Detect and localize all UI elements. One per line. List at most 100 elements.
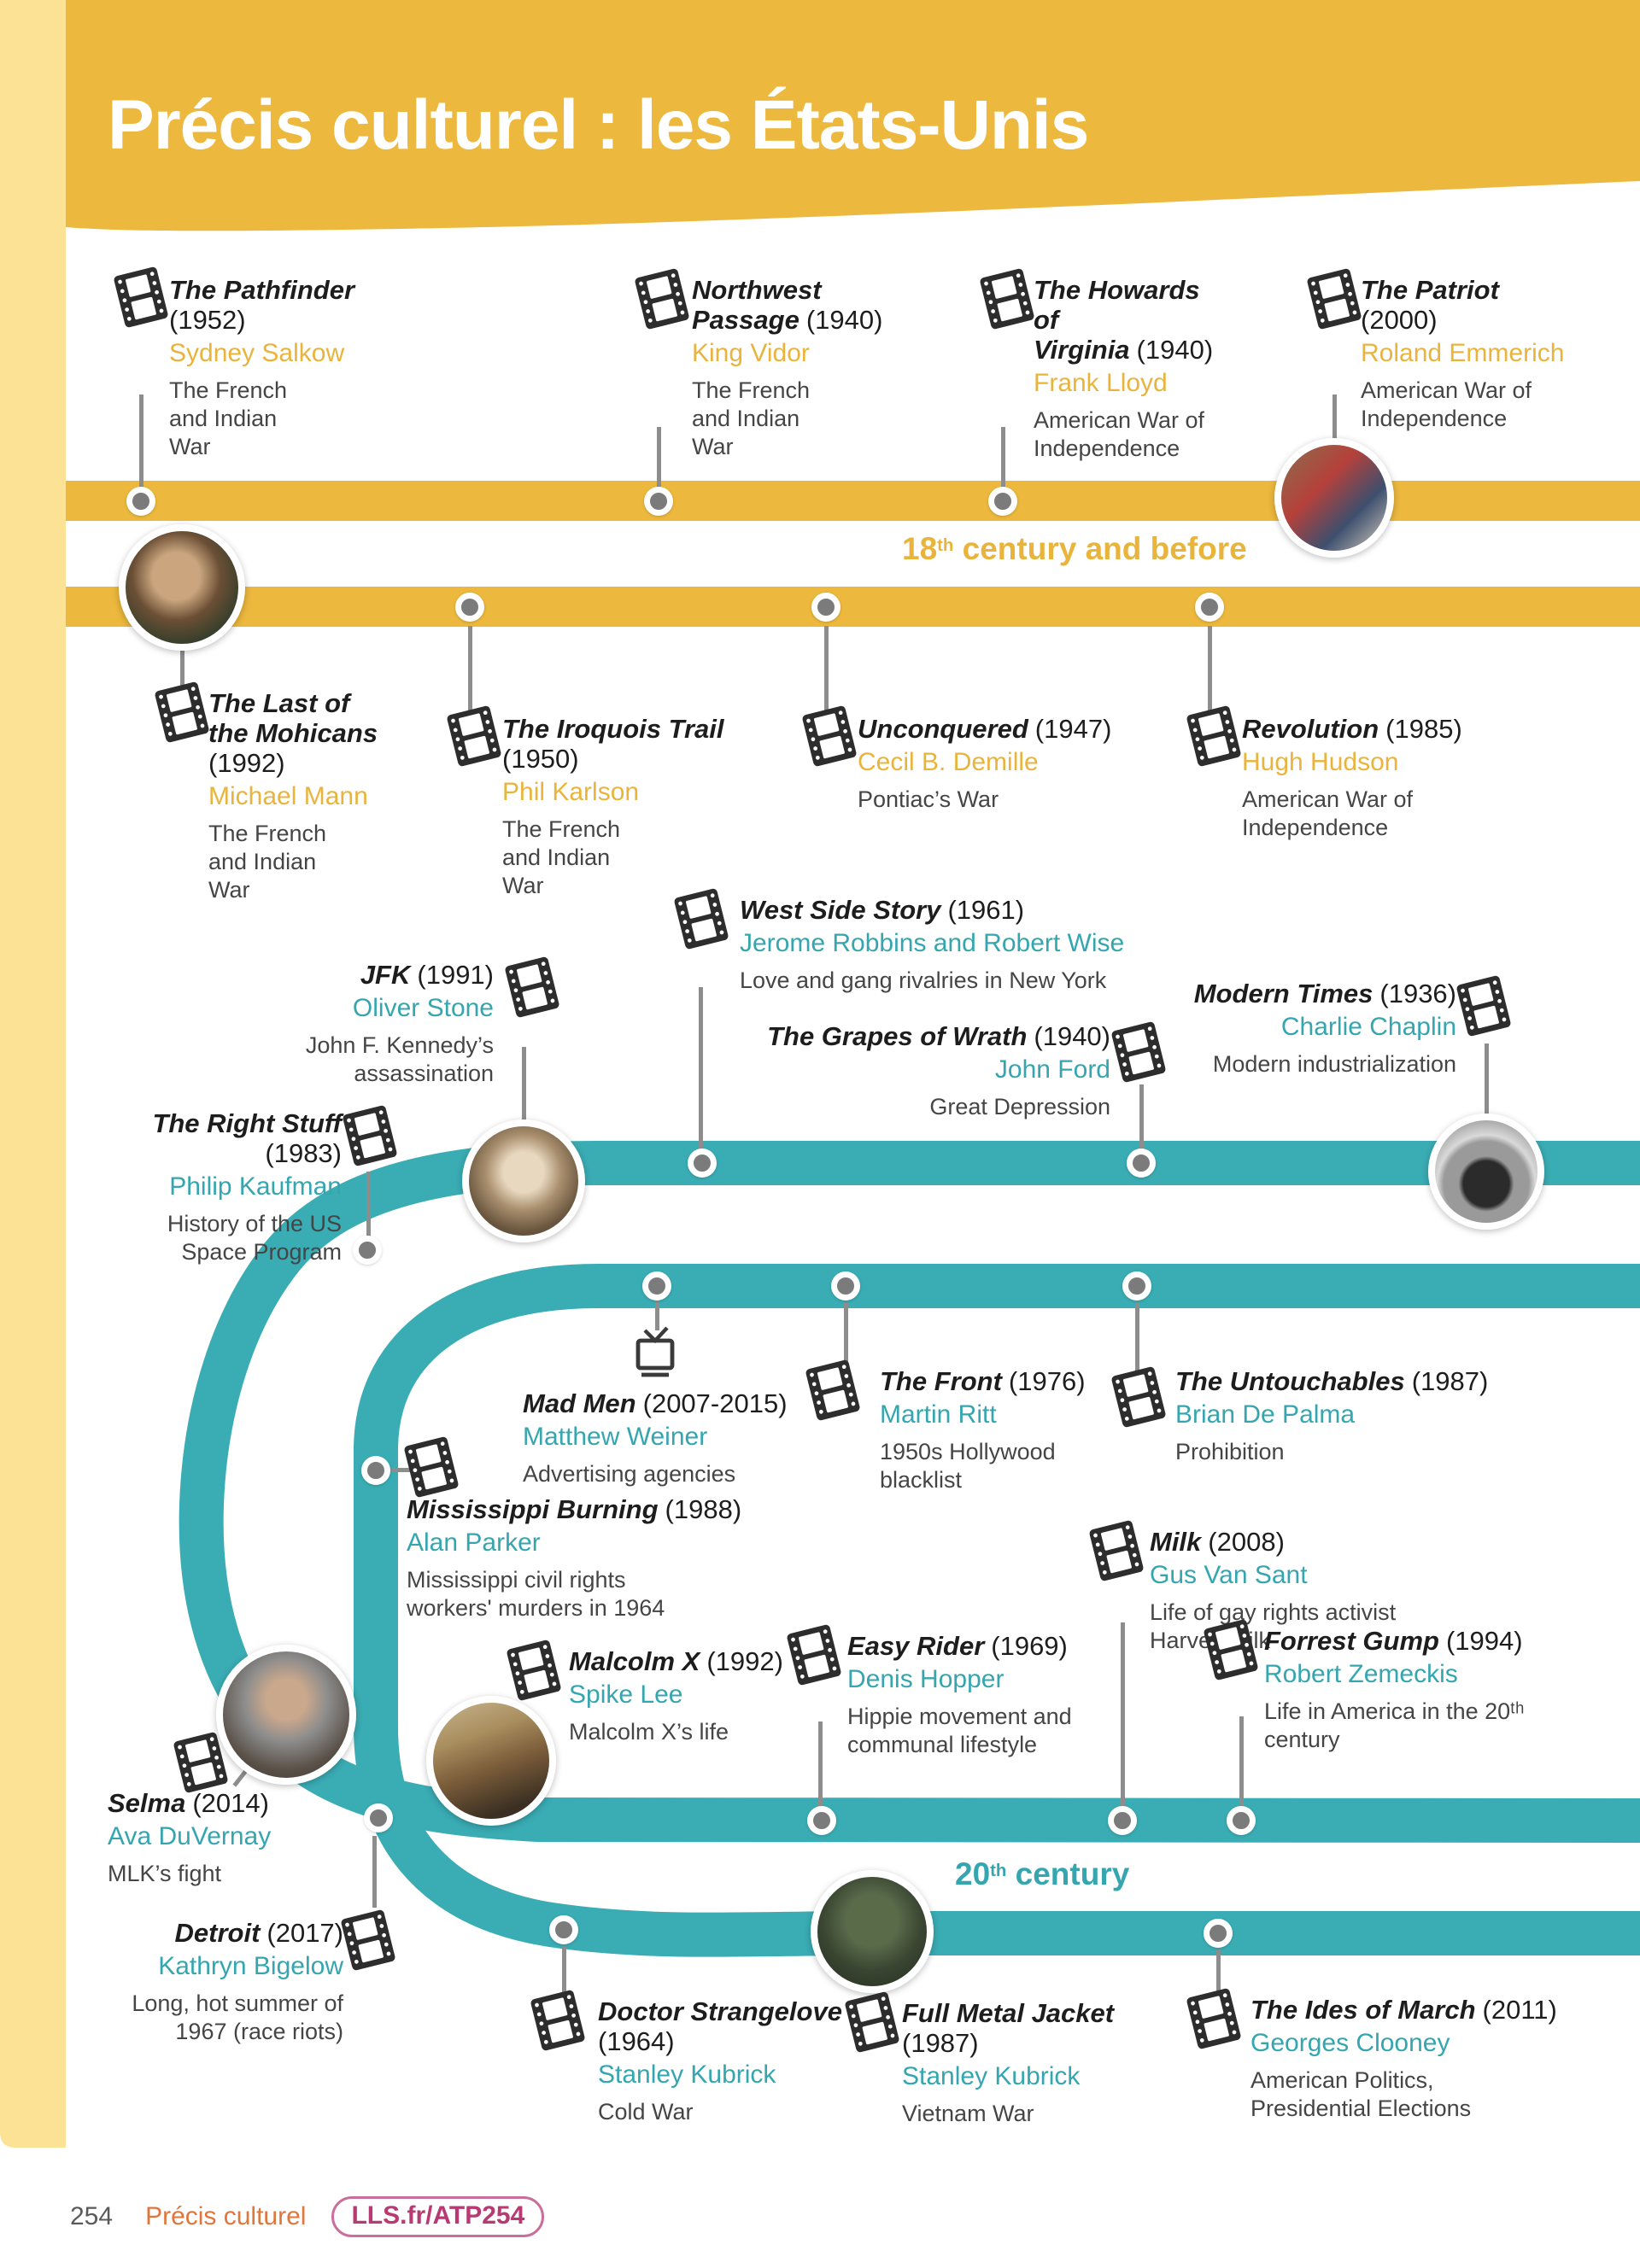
era-label-18th-century: 18th century and before xyxy=(902,531,1247,566)
connector-line xyxy=(844,1303,848,1366)
photo-modern-times xyxy=(1428,1114,1544,1230)
connector-line xyxy=(824,626,829,711)
timeline-dot xyxy=(644,487,673,516)
teal-track-outer xyxy=(179,1141,1640,1843)
header-band xyxy=(66,0,1640,231)
connector-line xyxy=(1239,1716,1244,1821)
timeline-dot xyxy=(1108,1806,1137,1835)
timeline-dot xyxy=(807,1806,836,1835)
film-entry-malcolm-x: Malcolm X (1992) Spike Lee Malcolm X’s lif… xyxy=(569,1646,783,1745)
film-entry-the-last-of-the-mohicans: The Last of the Mohicans (1992) Michael M… xyxy=(208,688,378,903)
film-icon xyxy=(843,1990,901,2054)
timeline-dot xyxy=(642,1271,671,1301)
film-entry-milk: Milk (2008) Gus Van Sant Life of gay right… xyxy=(1150,1527,1397,1653)
film-icon xyxy=(1305,266,1363,330)
yellow-band-2 xyxy=(66,587,1640,627)
film-icon xyxy=(529,1988,587,2052)
connector-line xyxy=(1208,626,1212,711)
film-icon xyxy=(1110,1020,1168,1084)
film-icon xyxy=(633,266,691,330)
timeline-dot xyxy=(549,1915,578,1944)
connector-line xyxy=(1216,1950,1221,1995)
film-entry-doctor-strangelove: Doctor Strangelove (1964) Stanley Kubrick… xyxy=(598,1996,842,2125)
film-entry-west-side-story: West Side Story (1961) Jerome Robbins and… xyxy=(740,895,1125,993)
timeline-dot xyxy=(455,593,484,622)
film-entry-easy-rider: Easy Rider (1969) Denis Hopper Hippie move… xyxy=(847,1631,1072,1757)
photo-the-last-of-the-mohicans xyxy=(119,524,245,651)
connector-line xyxy=(468,626,472,711)
connector-line xyxy=(655,1286,659,1330)
film-icon xyxy=(505,1638,563,1702)
timeline-dot xyxy=(126,487,155,516)
connector-line xyxy=(522,1047,526,1132)
connector-line xyxy=(139,395,144,500)
film-entry-unconquered: Unconquered (1947) Cecil B. Demille Pontia… xyxy=(858,714,1112,812)
connector-line xyxy=(562,1947,566,1996)
page-number: 254 xyxy=(70,2202,114,2230)
film-entry-full-metal-jacket: Full Metal Jacket (1987) Stanley Kubrick V… xyxy=(902,1998,1115,2126)
film-entry-forrest-gump: Forrest Gump (1994) Robert Zemeckis Life i… xyxy=(1264,1626,1525,1752)
connector-line xyxy=(1135,1303,1139,1371)
photo-jfk xyxy=(462,1119,585,1242)
film-icon xyxy=(153,680,211,744)
film-icon xyxy=(785,1622,843,1686)
connector-line xyxy=(1001,427,1005,500)
teal-track-inner xyxy=(354,1264,1640,1957)
timeline-dot xyxy=(361,1456,390,1485)
film-icon xyxy=(672,886,730,950)
film-icon xyxy=(1185,1986,1243,2050)
film-icon xyxy=(445,704,503,768)
film-icon xyxy=(402,1435,460,1499)
timeline-dot xyxy=(1127,1149,1156,1178)
page-title: Précis culturel : les États-Unis xyxy=(108,86,1089,164)
connector-line xyxy=(1485,1043,1489,1122)
film-entry-the-grapes-of-wrath: The Grapes of Wrath (1940) John Ford Great… xyxy=(767,1021,1110,1119)
connector-line xyxy=(818,1721,823,1821)
film-icon xyxy=(503,955,561,1019)
timeline-dot xyxy=(1227,1806,1256,1835)
film-icon xyxy=(341,1103,399,1167)
film-entry-the-untouchables: The Untouchables (1987) Brian De Palma Pro… xyxy=(1175,1366,1489,1464)
connector-line xyxy=(1121,1622,1125,1821)
film-entry-selma: Selma (2014) Ava DuVernay MLK’s fight xyxy=(108,1788,272,1886)
film-entry-detroit: Detroit (2017) Kathryn Bigelow Long, hot s… xyxy=(132,1918,343,2044)
film-entry-the-pathfinder: The Pathfinder (1952) Sydney Salkow The Fr… xyxy=(169,275,355,460)
film-entry-modern-times: Modern Times (1936) Charlie Chaplin Modern… xyxy=(1193,979,1456,1077)
film-entry-the-ides-of-march: The Ides of March (2011) Georges Clooney A… xyxy=(1250,1995,1557,2121)
film-icon xyxy=(1110,1365,1168,1429)
film-icon xyxy=(800,704,858,768)
timeline-dot xyxy=(831,1271,860,1301)
timeline-dot xyxy=(1204,1919,1233,1948)
connector-line xyxy=(372,1836,377,1908)
film-icon xyxy=(978,266,1036,330)
timeline-dot xyxy=(688,1149,717,1178)
connector-line xyxy=(366,1172,371,1248)
film-icon xyxy=(1202,1617,1260,1681)
connector-line xyxy=(180,642,184,688)
timeline-dot xyxy=(988,487,1017,516)
footer-section-label: Précis culturel xyxy=(145,2202,307,2230)
timeline-dot xyxy=(811,593,840,622)
connector-line xyxy=(699,987,703,1163)
connector-line xyxy=(381,1468,413,1472)
photo-the-patriot xyxy=(1274,438,1394,558)
era-label-20th-century: 20th century xyxy=(955,1856,1130,1891)
film-icon xyxy=(1185,704,1243,768)
photo-full-metal-jacket xyxy=(811,1870,934,1993)
film-entry-the-iroquois-trail: The Iroquois Trail (1950) Phil Karlson The… xyxy=(502,714,724,899)
timeline-dot xyxy=(353,1236,382,1265)
tv-icon xyxy=(628,1325,682,1389)
film-entry-jfk: JFK (1991) Oliver Stone John F. Kennedy’s … xyxy=(305,960,494,1086)
film-icon xyxy=(1087,1518,1145,1582)
film-icon xyxy=(339,1908,397,1972)
film-entry-mississippi-burning: Mississippi Burning (1988) Alan Parker Mis… xyxy=(407,1494,742,1621)
film-entry-revolution: Revolution (1985) Hugh Hudson American War… xyxy=(1242,714,1462,840)
film-icon xyxy=(804,1358,862,1422)
connector-line xyxy=(657,427,661,500)
connector-line xyxy=(1332,395,1337,447)
footer-link-pill[interactable]: LLS.fr/ATP254 xyxy=(331,2196,545,2237)
footer: 254 Précis culturel LLS.fr/ATP254 xyxy=(70,2196,545,2237)
photo-malcolm-x xyxy=(426,1696,556,1826)
